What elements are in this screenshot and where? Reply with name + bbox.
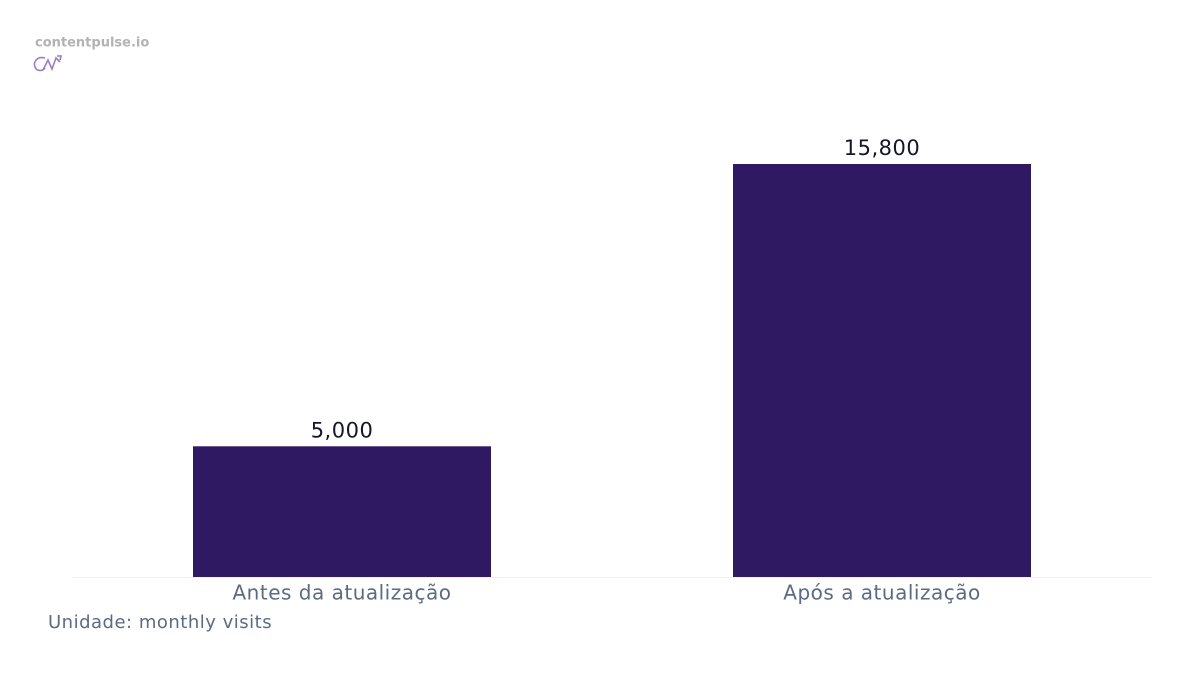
- bar: [733, 164, 1031, 577]
- unit-note: Unidade: monthly visits: [48, 612, 272, 633]
- x-tick-label: Após a atualização: [783, 581, 980, 605]
- brand-logo: [33, 55, 63, 72]
- x-tick-label: Antes da atualização: [233, 581, 452, 605]
- value-label: 15,800: [844, 136, 920, 160]
- value-label: 5,000: [311, 418, 374, 442]
- bar: [193, 446, 491, 577]
- brand: contentpulse.io: [35, 36, 149, 51]
